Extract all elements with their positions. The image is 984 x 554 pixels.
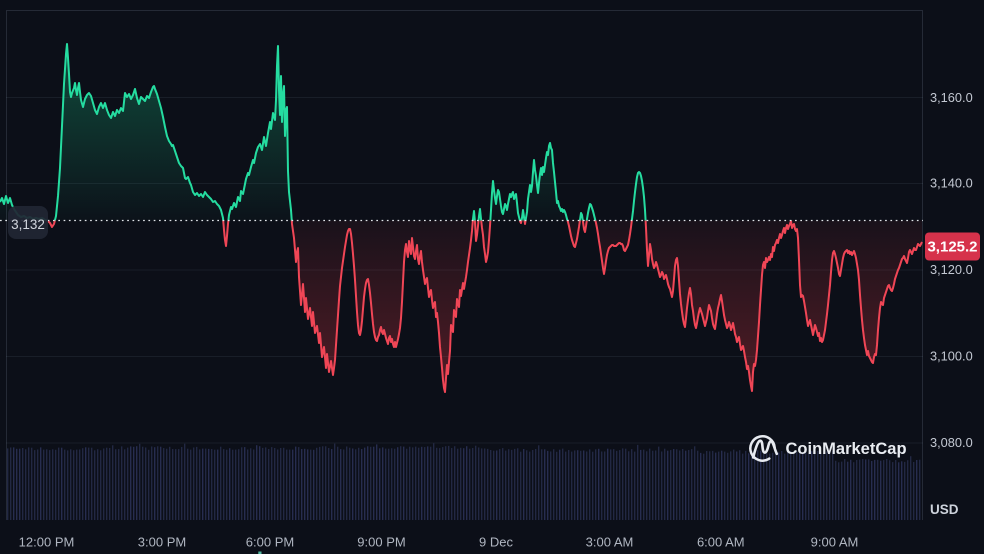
svg-text:CoinMarketCap: CoinMarketCap <box>786 440 907 458</box>
svg-text:9 Dec: 9 Dec <box>479 535 513 550</box>
svg-text:3,132: 3,132 <box>11 217 45 232</box>
svg-text:3,080.0: 3,080.0 <box>930 435 973 450</box>
svg-text:3,120.0: 3,120.0 <box>930 262 973 277</box>
svg-text:9:00 PM: 9:00 PM <box>357 535 405 550</box>
svg-text:USD: USD <box>930 502 959 517</box>
svg-text:12:00 PM: 12:00 PM <box>19 535 75 550</box>
svg-text:3:00 PM: 3:00 PM <box>138 535 186 550</box>
svg-text:6:00 PM: 6:00 PM <box>246 535 294 550</box>
svg-text:3,100.0: 3,100.0 <box>930 348 973 363</box>
svg-text:3,125.2: 3,125.2 <box>927 239 977 256</box>
svg-text:3,140.0: 3,140.0 <box>930 175 973 190</box>
svg-text:3,160.0: 3,160.0 <box>930 90 973 105</box>
svg-text:3:00 AM: 3:00 AM <box>586 535 634 550</box>
svg-text:9:00 AM: 9:00 AM <box>811 535 859 550</box>
svg-text:6:00 AM: 6:00 AM <box>697 535 745 550</box>
